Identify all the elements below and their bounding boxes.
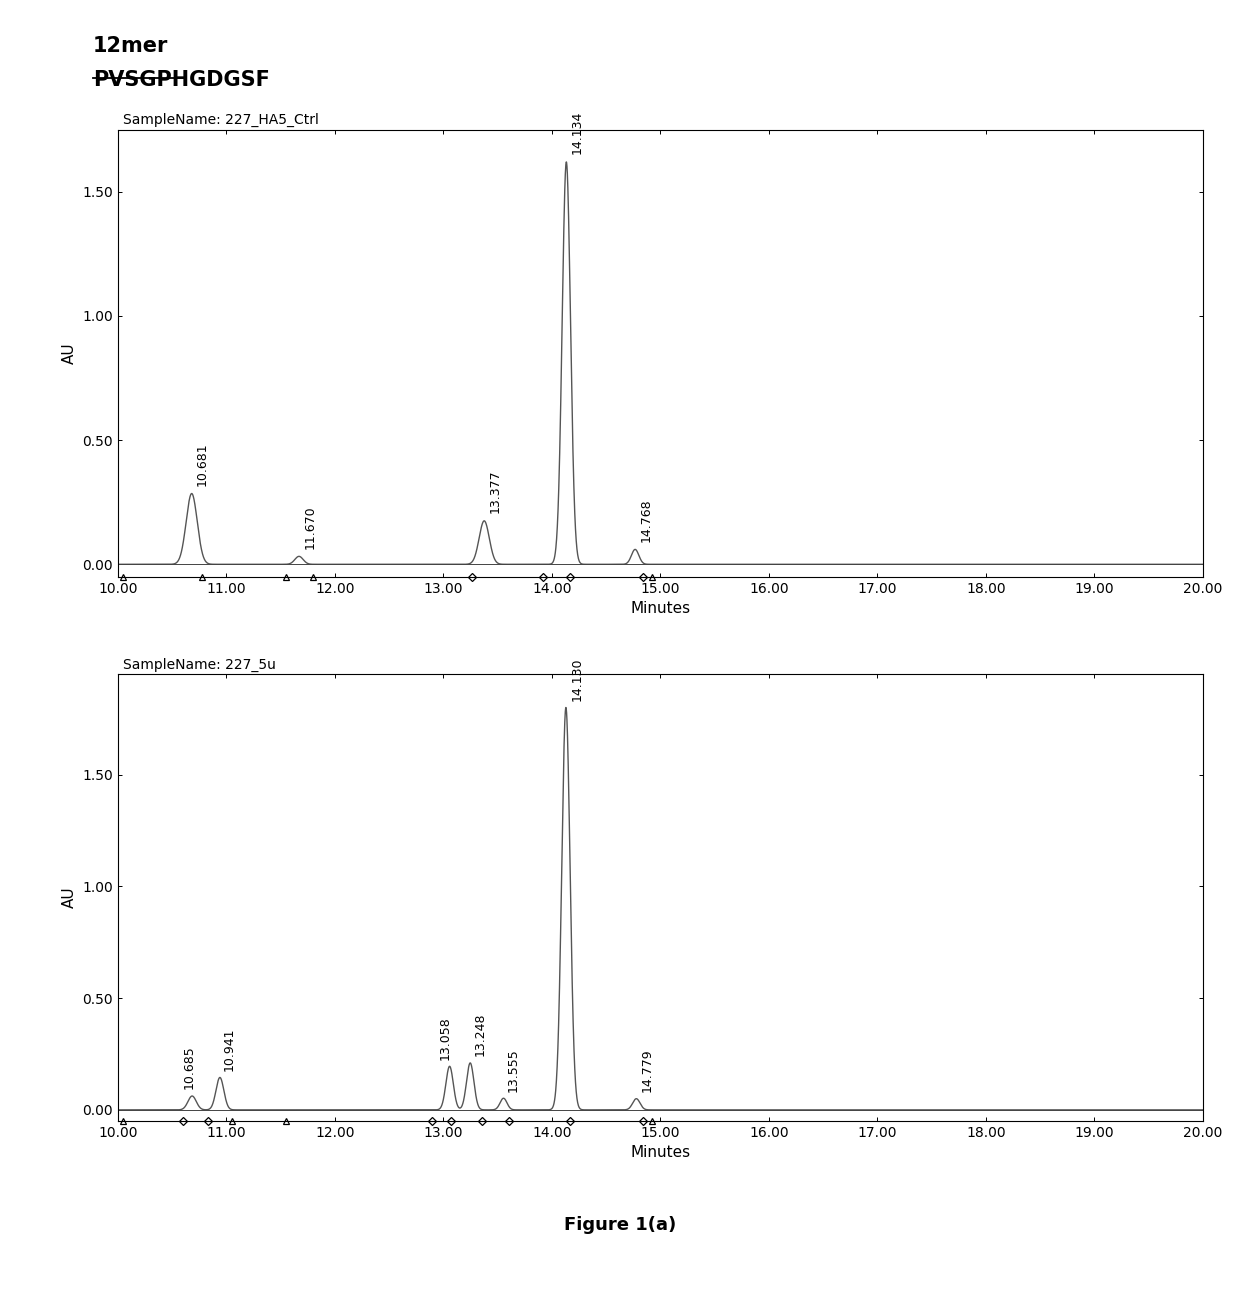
Y-axis label: AU: AU: [62, 342, 77, 364]
Text: 10.685: 10.685: [182, 1046, 196, 1090]
Text: 12mer: 12mer: [93, 36, 169, 56]
Text: 11.670: 11.670: [304, 505, 316, 550]
Text: 13.555: 13.555: [507, 1047, 520, 1091]
Text: 14.768: 14.768: [640, 499, 652, 542]
Text: 13.058: 13.058: [439, 1016, 451, 1060]
Text: Figure 1(a): Figure 1(a): [564, 1216, 676, 1234]
Text: SampleName: 227_HA5_Ctrl: SampleName: 227_HA5_Ctrl: [123, 113, 319, 127]
Text: 14.779: 14.779: [641, 1048, 653, 1093]
Text: 10.941: 10.941: [223, 1028, 236, 1070]
Y-axis label: AU: AU: [62, 886, 77, 908]
X-axis label: Minutes: Minutes: [630, 1146, 691, 1160]
Text: 10.681: 10.681: [196, 442, 210, 486]
Text: 13.248: 13.248: [474, 1012, 486, 1056]
Text: 13.377: 13.377: [489, 469, 501, 513]
Text: 14.134: 14.134: [570, 111, 584, 154]
Text: PVSGPHGDGSF: PVSGPHGDGSF: [93, 70, 270, 89]
Text: 14.130: 14.130: [570, 657, 583, 701]
Text: SampleName: 227_5u: SampleName: 227_5u: [123, 657, 277, 671]
X-axis label: Minutes: Minutes: [630, 601, 691, 616]
